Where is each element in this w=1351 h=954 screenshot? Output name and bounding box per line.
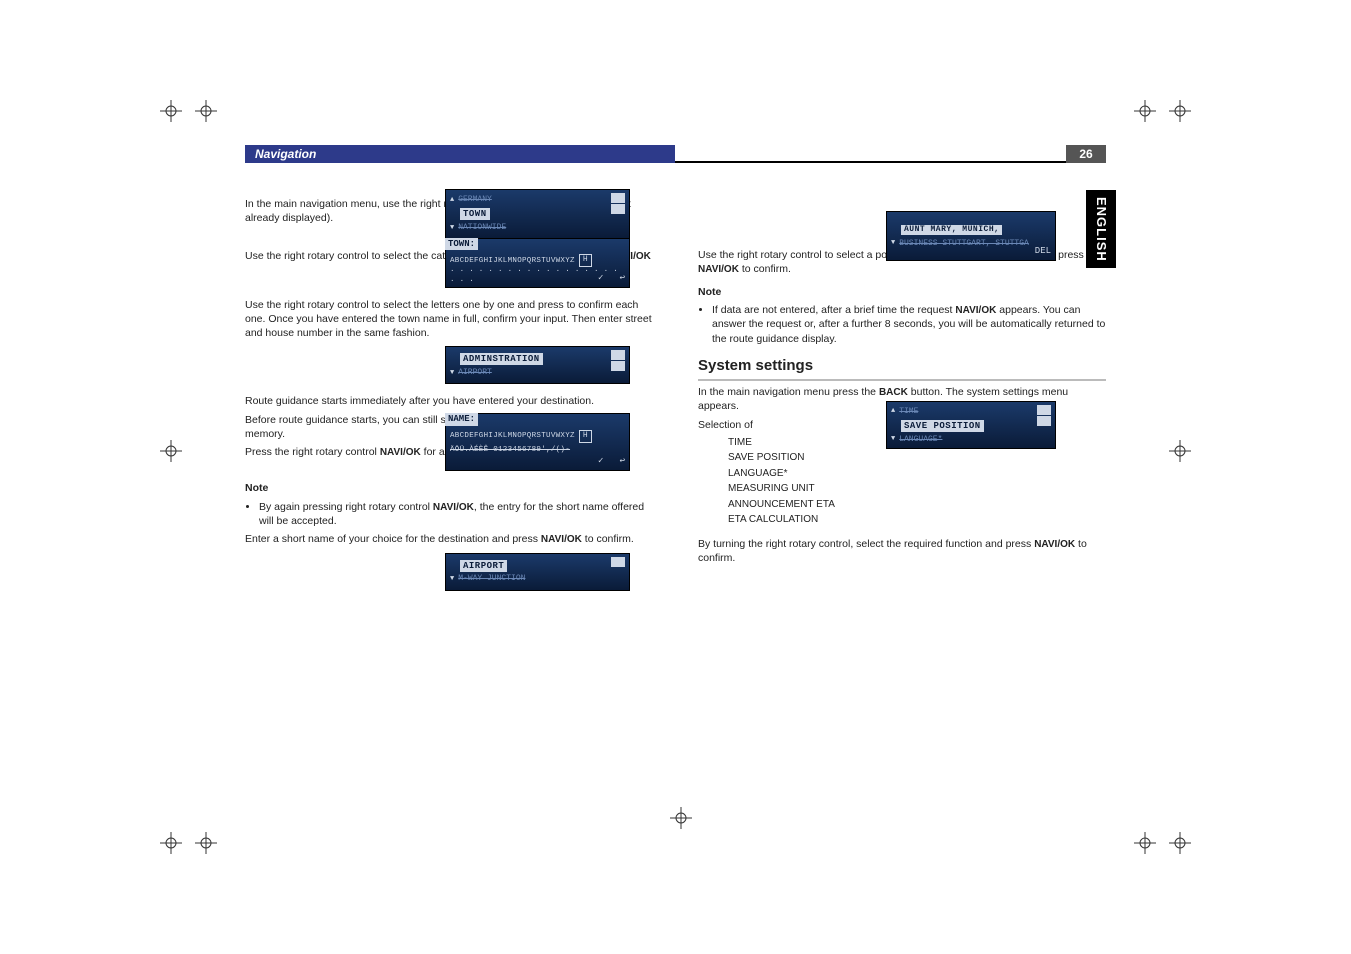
back-label: BACK (879, 387, 908, 398)
crop-mark-icon (160, 832, 182, 854)
crop-mark-icon (1134, 100, 1156, 122)
settings-item: LANGUAGE* (728, 467, 1106, 481)
section-title: Navigation (245, 145, 675, 163)
crop-mark-icon (670, 807, 692, 829)
page-content: Navigation 26 ENGLISH In the main naviga… (245, 145, 1106, 809)
para: By turning the right rotary control, sel… (698, 537, 1106, 566)
settings-item: SAVE POSITION (728, 451, 1106, 465)
crop-mark-icon (195, 100, 217, 122)
note-label: Note (698, 285, 1106, 299)
para: Use the right rotary control to select t… (245, 298, 653, 341)
nav-screen-destmem: AUNT MARY, MUNICH, ▼BUSINESS STUTTGART, … (886, 211, 1056, 261)
nav-screen-system: ▲TIME SAVE POSITION ▼LANGUAGE* (886, 401, 1056, 449)
page-header: Navigation 26 (245, 145, 1106, 163)
crop-mark-icon (160, 100, 182, 122)
note-label: Note (245, 481, 653, 495)
navi-ok-label: NAVI/OK (541, 534, 582, 545)
crop-mark-icon (1169, 832, 1191, 854)
page-number: 26 (1066, 145, 1106, 163)
crop-mark-icon (160, 440, 182, 462)
nav-screen-input-town: TOWN: ABCDEFGHIJKLMNOPQRSTUVWXYZH . . . … (445, 238, 630, 288)
section-heading: System settings (698, 356, 1106, 381)
column-left: In the main navigation menu, use the rig… (245, 193, 653, 601)
note-bullet: By again pressing right rotary control N… (259, 500, 653, 529)
settings-item: ANNOUNCEMENT ETA (728, 498, 1106, 512)
nav-screen-airport: AIRPORT ▼M-WAY JUNCTION (445, 553, 630, 591)
nav-screen-category: ADMINSTRATION ▼AIRPORT (445, 346, 630, 384)
settings-item: ETA CALCULATION (728, 513, 1106, 527)
settings-list: TIME SAVE POSITION LANGUAGE* MEASURING U… (728, 436, 1106, 527)
crop-mark-icon (1134, 832, 1156, 854)
language-tab: ENGLISH (1086, 190, 1116, 268)
crop-mark-icon (195, 832, 217, 854)
screen-icon (1037, 405, 1051, 426)
para: Route guidance starts immediately after … (245, 394, 653, 408)
navi-ok-label: NAVI/OK (380, 447, 421, 458)
crop-mark-icon (1169, 100, 1191, 122)
navi-ok-label: NAVI/OK (1034, 539, 1075, 550)
column-right: Use the right rotary control to select a… (698, 193, 1106, 601)
navi-ok-label: NAVI/OK (955, 305, 996, 316)
settings-item: MEASURING UNIT (728, 482, 1106, 496)
nav-screen-town: ▲GERMANY TOWN ▼NATIONWIDE (445, 189, 630, 239)
header-rule (675, 145, 1066, 163)
navi-ok-label: NAVI/OK (433, 502, 474, 513)
crop-mark-icon (1169, 440, 1191, 462)
screen-icon (611, 193, 625, 214)
screen-icon (611, 350, 625, 371)
nav-screen-input-name: NAME: ABCDEFGHIJKLMNOPQRSTUVWXYZH ÄÖÜ.ÀÉ… (445, 413, 630, 471)
para: Enter a short name of your choice for th… (245, 532, 653, 547)
navi-ok-label: NAVI/OK (698, 264, 739, 275)
note-bullet: If data are not entered, after a brief t… (712, 303, 1106, 346)
screen-icon (611, 557, 625, 567)
